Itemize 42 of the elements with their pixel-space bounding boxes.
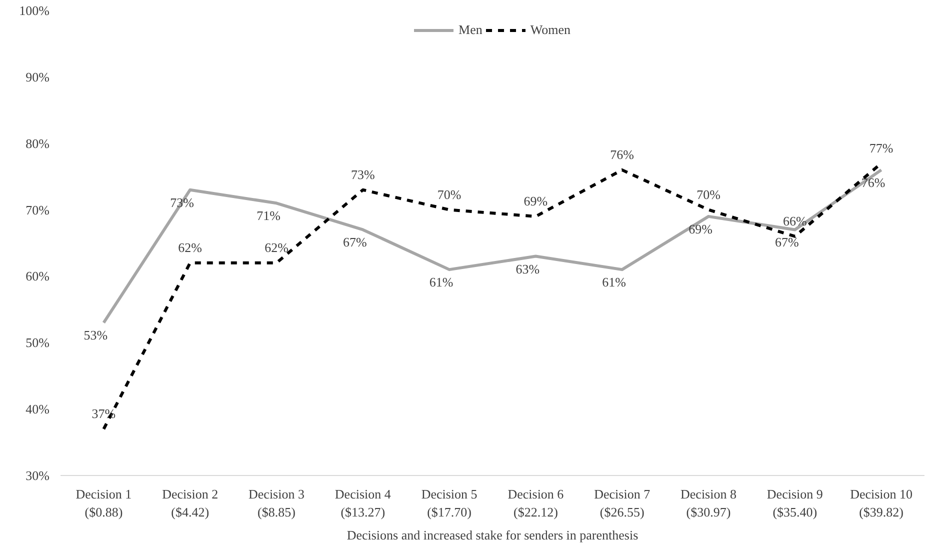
data-label: 69%	[688, 221, 713, 236]
y-tick-label: 50%	[26, 335, 50, 350]
data-label: 53%	[84, 328, 108, 343]
data-label: 76%	[861, 174, 886, 190]
x-tick-label: Decision 6 ($22.12)	[508, 486, 564, 520]
data-label: 62%	[178, 240, 202, 255]
data-label: 62%	[264, 240, 289, 255]
data-label: 61%	[429, 274, 454, 290]
data-label: 73%	[350, 166, 375, 182]
x-tick-label: Decision 8 ($30.97)	[680, 486, 736, 520]
data-label: 76%	[610, 146, 634, 162]
data-label: 70%	[437, 186, 462, 202]
x-tick-label: Decision 7 ($26.55)	[594, 486, 651, 520]
x-tick-label: Decision 1 ($0.88)	[76, 486, 132, 520]
y-tick-label: 90%	[26, 69, 50, 84]
data-label: 73%	[170, 194, 194, 210]
data-label: 71%	[256, 208, 281, 224]
x-tick-label: Decision 10 ($39.82)	[850, 486, 913, 520]
x-tick-label: Decision 5 ($17.70)	[421, 486, 478, 520]
y-tick-label: 40%	[26, 402, 50, 417]
data-label: 70%	[696, 186, 721, 202]
data-label: 63%	[516, 261, 540, 276]
data-label: 69%	[524, 193, 548, 208]
x-axis-title: Decisions and increased stake for senders in parenthesis	[346, 528, 638, 542]
data-label: 77%	[869, 140, 894, 156]
data-label: 67%	[342, 234, 367, 250]
x-tick-label: Decision 9 ($35.40)	[766, 486, 823, 520]
y-tick-label: 70%	[26, 202, 50, 218]
data-label: 37%	[92, 406, 116, 421]
y-tick-label: 80%	[26, 136, 50, 151]
data-label: 66%	[782, 213, 807, 228]
y-tick-label: 100%	[19, 3, 50, 18]
x-tick-label: Decision 2 ($4.42)	[162, 486, 218, 520]
data-label: 61%	[602, 274, 626, 290]
data-label: 67%	[774, 234, 799, 250]
x-tick-label: Decision 4 ($13.27)	[334, 486, 392, 520]
legend-label: Men	[458, 22, 482, 38]
legend-label: Women	[530, 22, 570, 38]
y-tick-label: 30%	[26, 468, 50, 483]
y-tick-label: 60%	[26, 268, 50, 284]
line-series	[102, 168, 883, 324]
x-tick-label: Decision 3 ($8.85)	[248, 486, 304, 520]
